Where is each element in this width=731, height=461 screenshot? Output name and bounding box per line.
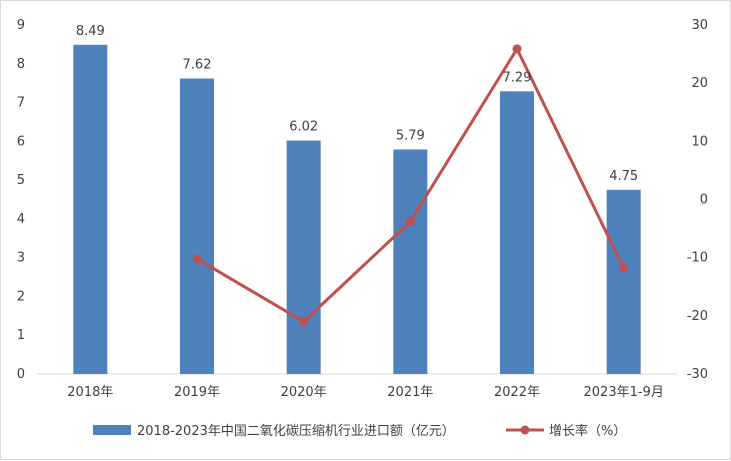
y-left-tick: 1 xyxy=(17,328,25,343)
y-right-tick: -10 xyxy=(687,251,708,266)
bar xyxy=(180,78,214,374)
growth-rate-point xyxy=(192,254,202,264)
bar xyxy=(286,140,321,374)
x-tick-label: 2018年 xyxy=(67,385,113,400)
x-tick-label: 2022年 xyxy=(494,385,540,400)
growth-rate-point xyxy=(619,263,629,273)
bar-value-label: 8.49 xyxy=(76,24,105,39)
y-left-tick: 2 xyxy=(17,289,25,304)
legend-line-marker xyxy=(520,425,530,435)
growth-rate-point xyxy=(299,317,309,327)
bars-layer xyxy=(73,44,641,374)
y-left-tick: 3 xyxy=(17,251,25,266)
y-right-tick: -30 xyxy=(687,367,708,382)
axes-layer: 0 1 2 3 4 5 6 7 8 9 -30 -20 -10 0 10 20 30 2018年 2019年 2020… xyxy=(17,18,708,400)
y-left-tick: 0 xyxy=(17,367,25,382)
legend-bar-swatch xyxy=(93,425,131,435)
y-left-tick: 5 xyxy=(17,173,25,188)
bar-value-label: 7.62 xyxy=(183,58,212,73)
x-tick-label: 2021年 xyxy=(387,385,433,400)
y-right-tick: 30 xyxy=(691,18,708,33)
line-layer xyxy=(192,44,629,327)
growth-rate-point xyxy=(512,44,522,54)
growth-rate-point xyxy=(405,217,415,227)
y-left-tick: 6 xyxy=(17,134,25,149)
y-right-tick: 10 xyxy=(691,134,708,149)
legend-line-label: 增长率（%） xyxy=(549,423,626,439)
legend: 2018-2023年中国二氧化碳压缩机行业进口额（亿元） 增长率（%） xyxy=(93,423,626,439)
y-right-tick: 0 xyxy=(700,193,708,208)
y-left-tick: 4 xyxy=(17,212,25,227)
x-tick-label: 2023年1-9月 xyxy=(584,385,664,400)
bar xyxy=(73,44,108,374)
bar-value-label: 7.29 xyxy=(503,70,532,85)
bar xyxy=(500,91,534,374)
bar-value-label: 6.02 xyxy=(289,120,318,135)
bar xyxy=(606,189,641,374)
bar-value-label: 4.75 xyxy=(609,169,638,184)
y-right-tick: 20 xyxy=(691,76,708,91)
y-left-tick: 8 xyxy=(17,57,25,72)
x-tick-label: 2020年 xyxy=(281,385,327,400)
y-left-tick: 7 xyxy=(17,96,25,111)
legend-bar-label: 2018-2023年中国二氧化碳压缩机行业进口额（亿元） xyxy=(137,423,455,439)
bar-value-label: 5.79 xyxy=(396,128,425,143)
bar xyxy=(393,149,428,374)
x-tick-label: 2019年 xyxy=(174,385,220,400)
y-right-tick: -20 xyxy=(687,309,708,324)
labels-layer: 8.49 7.62 6.02 5.79 7.29 4.75 xyxy=(76,24,638,184)
y-left-tick: 9 xyxy=(17,18,25,33)
